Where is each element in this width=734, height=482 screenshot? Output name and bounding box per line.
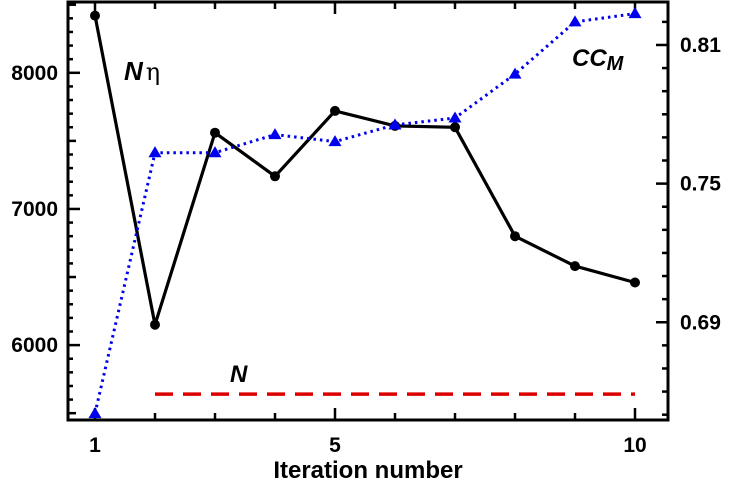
cc-m-label: CCM [572, 45, 625, 75]
data-point [448, 111, 462, 123]
data-point [268, 128, 282, 140]
cc-m-label-sub: M [607, 53, 625, 75]
data-point [508, 67, 522, 79]
left-y-tick-label: 8000 [11, 62, 58, 85]
series-n_eta [90, 10, 640, 330]
x-axis-ticks: 1 5 10 [89, 2, 647, 457]
left-y-tick-label: 6000 [11, 334, 58, 357]
cc-m-label-main: CC [572, 45, 607, 72]
series-line-n_eta [93, 15, 636, 327]
n-eta-label-main: N [124, 56, 144, 86]
right-y-tick-label: 0.75 [680, 173, 721, 196]
right-y-tick-label: 0.69 [680, 311, 721, 334]
data-point [510, 231, 520, 242]
data-point [450, 122, 460, 133]
x-axis-title: Iteration number [273, 457, 462, 482]
data-point [150, 319, 160, 330]
data-point [210, 127, 220, 138]
x-tick-label: 5 [329, 434, 341, 457]
n-label: N [230, 361, 248, 388]
plot-frame [66, 0, 670, 422]
data-point [630, 277, 640, 288]
data-point [270, 171, 280, 182]
right-y-axis-ticks: 0.69 0.75 0.81 [656, 20, 721, 416]
n-eta-label-sub: η [146, 58, 160, 86]
series-layer [88, 7, 642, 419]
right-y-tick-label: 0.81 [680, 34, 721, 57]
x-tick-label: 1 [89, 434, 101, 457]
data-point [208, 146, 222, 158]
left-y-axis-ticks: 6000 7000 8000 [11, 3, 80, 415]
data-point [88, 407, 102, 419]
data-point [628, 7, 642, 19]
x-tick-label: 10 [623, 434, 646, 457]
series-line-cc_m [93, 12, 636, 414]
data-point [570, 261, 580, 272]
data-point [328, 135, 342, 147]
data-point [388, 118, 402, 130]
data-point [148, 146, 162, 158]
data-point [90, 10, 100, 21]
left-y-tick-label: 7000 [11, 198, 58, 221]
series-cc_m [88, 7, 642, 419]
data-point [568, 15, 582, 27]
data-point [330, 105, 340, 116]
